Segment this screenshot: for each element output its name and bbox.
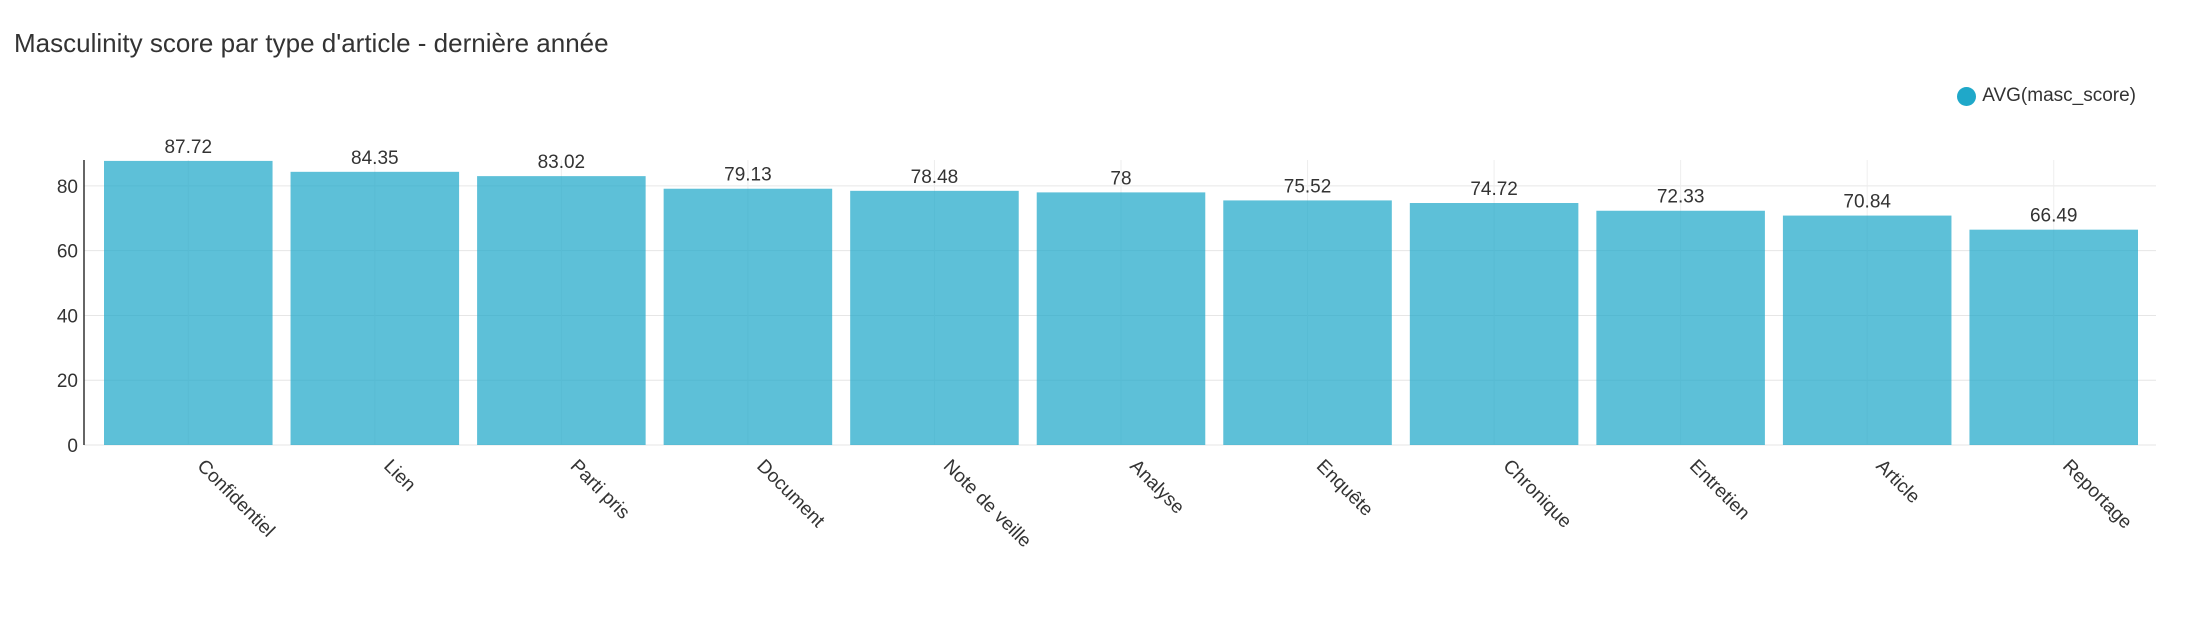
x-tick-label: Reportage [2058,456,2136,534]
y-tick-label: 60 [57,242,78,263]
legend-marker-icon [1957,86,1977,106]
y-tick-label: 80 [57,177,78,198]
x-tick-label: Note de veille [939,456,1035,552]
bar[interactable] [1596,210,1765,445]
chart-legend[interactable]: AVG(masc_score) [1957,85,2136,107]
bar-value-label: 83.02 [538,152,586,173]
x-tick-label: Confidentiel [193,456,279,542]
bars [104,160,2138,446]
bar[interactable] [1782,215,1952,445]
bar[interactable] [1409,203,1579,445]
bar-value-label: 74.72 [1470,179,1518,200]
y-tick-label: 20 [57,371,78,392]
bar-value-label: 72.33 [1657,187,1705,208]
x-tick-label: Article [1872,456,1924,508]
x-tick-label: Parti pris [566,456,634,524]
bar-value-label: 87.72 [164,137,212,158]
bar-value-label: 84.35 [351,148,399,169]
legend-label: AVG(masc_score) [1982,85,2136,106]
bar-value-label: 79.13 [724,165,772,186]
chart-title: Masculinity score par type d'article - d… [14,28,609,58]
bar-value-label: 66.49 [2030,206,2078,227]
bar[interactable] [1036,192,1206,445]
bar-value-label: 75.52 [1284,176,1332,197]
bar-value-label: 78 [1110,168,1131,189]
x-axis-labels: Confidentiel Lien Parti pris Document Note d… [193,456,2136,552]
bar-value-label: 70.84 [1843,192,1891,213]
bar[interactable] [1969,229,2138,445]
x-tick-label: Enquête [1312,456,1377,521]
y-tick-label: 0 [67,436,78,457]
value-labels: 87.72 84.35 83.02 79.13 78.48 78 75.52 74.72 72.… [164,137,2077,227]
y-axis: 0 20 40 60 80 [57,160,85,457]
bar[interactable] [850,190,1019,445]
bar[interactable] [104,160,273,446]
x-tick-label: Chronique [1499,456,1576,533]
bar[interactable] [1223,200,1392,445]
x-tick-label: Analyse [1125,456,1188,519]
bar-value-label: 78.48 [911,167,959,188]
bar[interactable] [663,188,833,446]
x-tick-label: Entretien [1685,456,1754,525]
y-tick-label: 40 [57,306,78,327]
x-tick-label: Lien [379,456,419,496]
bar[interactable] [477,176,646,445]
bar[interactable] [290,171,460,445]
x-tick-label: Document [752,456,829,533]
